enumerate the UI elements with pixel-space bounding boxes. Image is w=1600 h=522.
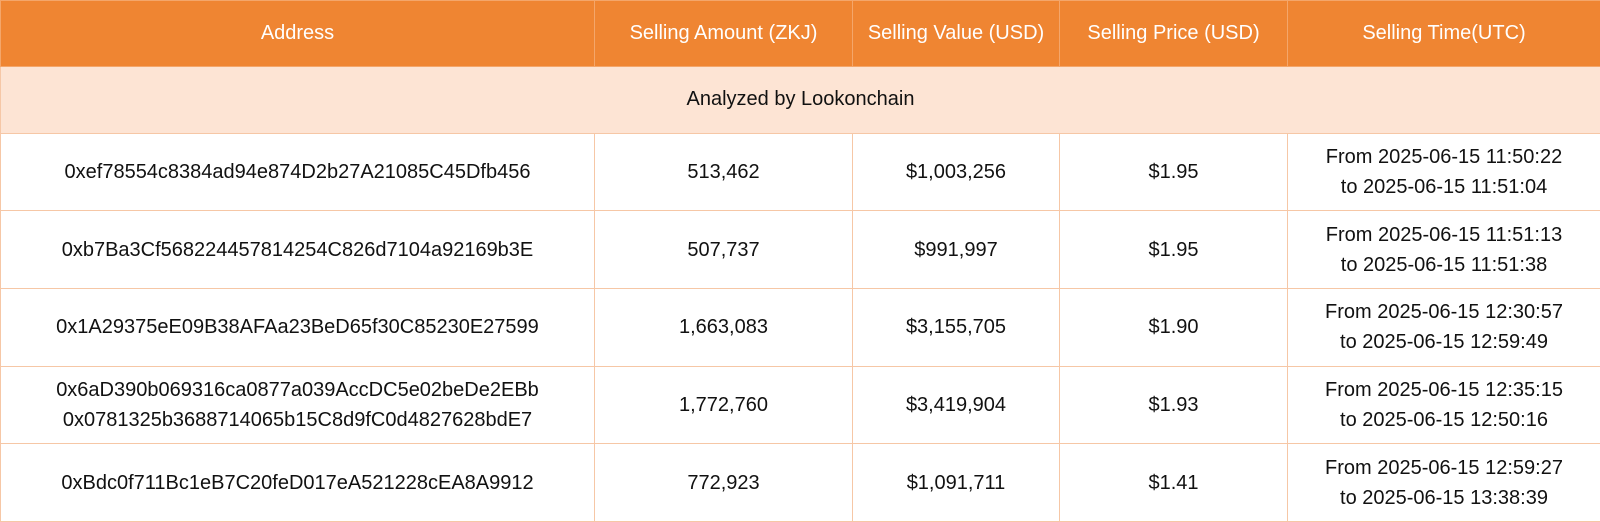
cell-selling-value: $1,003,256 bbox=[852, 132, 1060, 212]
time-range-end: to 2025-06-15 12:59:49 bbox=[1340, 331, 1548, 354]
table-row: 0x1A29375eE09B38AFAa23BeD65f30C85230E275… bbox=[0, 287, 1600, 367]
time-range-start: From 2025-06-15 12:30:57 bbox=[1325, 301, 1563, 324]
cell-address: 0x1A29375eE09B38AFAa23BeD65f30C85230E275… bbox=[0, 287, 595, 367]
wallet-address: 0x1A29375eE09B38AFAa23BeD65f30C85230E275… bbox=[56, 316, 539, 339]
cell-selling-price: $1.95 bbox=[1059, 132, 1288, 212]
cell-selling-amount: 513,462 bbox=[594, 132, 853, 212]
cell-selling-time: From 2025-06-15 11:51:13 to 2025-06-15 11… bbox=[1287, 210, 1600, 289]
wallet-address: 0x6aD390b069316ca0877a039AccDC5e02beDe2E… bbox=[56, 378, 539, 401]
table-header-row: Address Selling Amount (ZKJ) Selling Val… bbox=[0, 0, 1600, 67]
column-header-selling-price: Selling Price (USD) bbox=[1059, 0, 1288, 67]
wallet-address: 0x0781325b3688714065b15C8d9fC0d4827628bd… bbox=[62, 408, 533, 431]
time-range-start: From 2025-06-15 12:59:27 bbox=[1325, 456, 1563, 479]
column-header-selling-value: Selling Value (USD) bbox=[852, 0, 1060, 67]
analyzed-by-banner: Analyzed by Lookonchain bbox=[0, 66, 1600, 134]
cell-selling-amount: 1,663,083 bbox=[594, 287, 853, 367]
time-range-end: to 2025-06-15 11:51:04 bbox=[1340, 175, 1548, 198]
time-range-start: From 2025-06-15 12:35:15 bbox=[1325, 378, 1563, 401]
cell-selling-price: $1.93 bbox=[1059, 365, 1288, 445]
time-range-end: to 2025-06-15 11:51:38 bbox=[1340, 253, 1548, 276]
cell-selling-time: From 2025-06-15 12:30:57 to 2025-06-15 12… bbox=[1287, 287, 1600, 367]
cell-selling-time: From 2025-06-15 12:59:27 to 2025-06-15 13… bbox=[1287, 443, 1600, 522]
wallet-address: 0xb7Ba3Cf568224457814254C826d7104a92169b… bbox=[61, 238, 534, 261]
column-header-selling-amount: Selling Amount (ZKJ) bbox=[594, 0, 853, 67]
cell-selling-value: $3,419,904 bbox=[852, 365, 1060, 445]
time-range-end: to 2025-06-15 13:38:39 bbox=[1340, 486, 1548, 509]
cell-selling-price: $1.90 bbox=[1059, 287, 1288, 367]
table-row: 0xb7Ba3Cf568224457814254C826d7104a92169b… bbox=[0, 210, 1600, 289]
table-row: 0x6aD390b069316ca0877a039AccDC5e02beDe2E… bbox=[0, 365, 1600, 445]
column-header-address: Address bbox=[0, 0, 595, 67]
cell-selling-value: $991,997 bbox=[852, 210, 1060, 289]
cell-selling-time: From 2025-06-15 12:35:15 to 2025-06-15 12… bbox=[1287, 365, 1600, 445]
cell-address: 0xef78554c8384ad94e874D2b27A21085C45Dfb4… bbox=[0, 132, 595, 212]
cell-selling-amount: 772,923 bbox=[594, 443, 853, 522]
banner-row: Analyzed by Lookonchain bbox=[0, 66, 1600, 134]
column-header-selling-time: Selling Time(UTC) bbox=[1287, 0, 1600, 67]
cell-selling-price: $1.41 bbox=[1059, 443, 1288, 522]
time-range-start: From 2025-06-15 11:51:13 bbox=[1325, 223, 1563, 246]
cell-selling-price: $1.95 bbox=[1059, 210, 1288, 289]
cell-selling-amount: 507,737 bbox=[594, 210, 853, 289]
cell-selling-value: $1,091,711 bbox=[852, 443, 1060, 522]
table-row: 0xBdc0f711Bc1eB7C20feD017eA521228cEA8A99… bbox=[0, 443, 1600, 522]
table-row: 0xef78554c8384ad94e874D2b27A21085C45Dfb4… bbox=[0, 132, 1600, 212]
cell-address: 0x6aD390b069316ca0877a039AccDC5e02beDe2E… bbox=[0, 365, 595, 445]
time-range-end: to 2025-06-15 12:50:16 bbox=[1340, 408, 1548, 431]
cell-address: 0xb7Ba3Cf568224457814254C826d7104a92169b… bbox=[0, 210, 595, 289]
cell-selling-value: $3,155,705 bbox=[852, 287, 1060, 367]
wallet-address: 0xBdc0f711Bc1eB7C20feD017eA521228cEA8A99… bbox=[61, 471, 534, 494]
wallet-address: 0xef78554c8384ad94e874D2b27A21085C45Dfb4… bbox=[64, 160, 531, 183]
cell-selling-amount: 1,772,760 bbox=[594, 365, 853, 445]
cell-selling-time: From 2025-06-15 11:50:22 to 2025-06-15 11… bbox=[1287, 132, 1600, 212]
cell-address: 0xBdc0f711Bc1eB7C20feD017eA521228cEA8A99… bbox=[0, 443, 595, 522]
time-range-start: From 2025-06-15 11:50:22 bbox=[1325, 145, 1563, 168]
